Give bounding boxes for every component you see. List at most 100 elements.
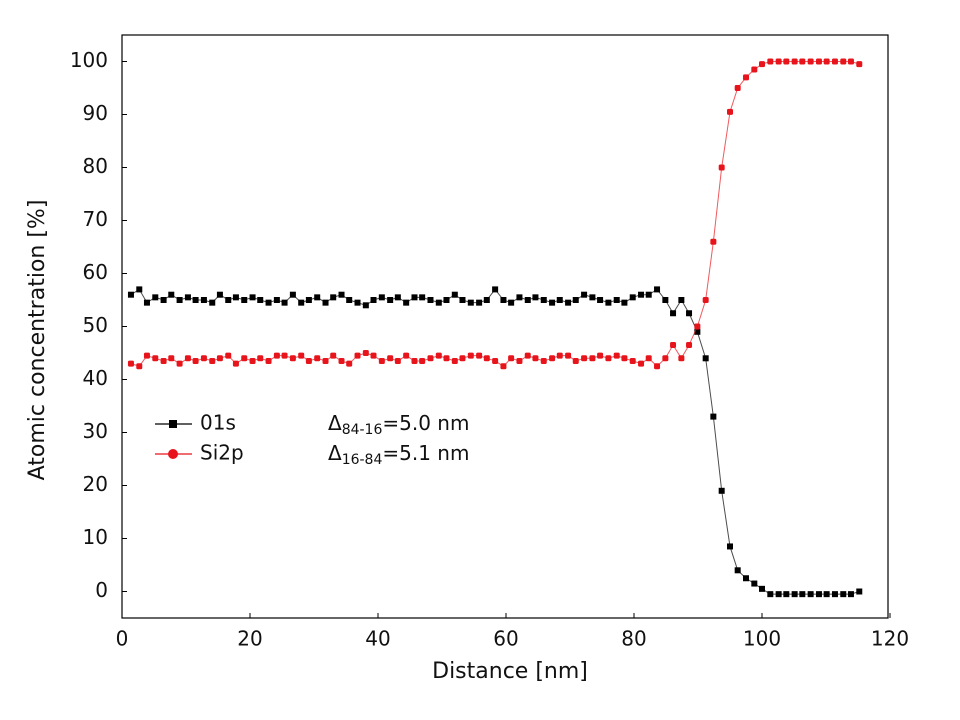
x-tick-label: 0 — [116, 627, 129, 651]
data-point — [775, 58, 782, 65]
data-point — [192, 357, 199, 364]
data-point — [298, 352, 305, 359]
data-point — [378, 357, 385, 364]
data-point — [743, 74, 749, 81]
data-point — [143, 299, 150, 306]
data-point — [823, 591, 830, 598]
data-point — [127, 291, 134, 298]
data-point — [265, 299, 272, 306]
data-point — [605, 355, 612, 362]
plot-frame — [121, 34, 889, 619]
data-point — [743, 575, 749, 582]
data-point — [265, 357, 272, 364]
data-point — [549, 355, 556, 362]
data-point — [346, 360, 353, 367]
data-point — [127, 360, 134, 367]
data-point — [411, 357, 418, 364]
data-point — [847, 58, 854, 65]
data-point — [289, 291, 296, 298]
data-point — [500, 297, 507, 303]
data-point — [273, 352, 280, 359]
data-point — [815, 591, 822, 598]
data-point — [289, 355, 296, 362]
data-point — [338, 291, 345, 298]
data-point — [362, 350, 369, 356]
data-point — [565, 352, 572, 359]
data-point — [678, 355, 685, 362]
data-point — [662, 297, 669, 303]
data-point — [354, 352, 361, 359]
data-point — [370, 352, 377, 359]
data-point — [200, 355, 207, 362]
data-point — [435, 299, 442, 306]
data-point — [791, 591, 798, 598]
data-point — [532, 294, 539, 301]
data-point — [654, 286, 661, 293]
data-point — [152, 294, 159, 301]
data-point — [734, 567, 741, 574]
data-point — [476, 299, 483, 306]
data-point — [192, 297, 199, 303]
data-point — [411, 294, 418, 301]
data-point — [483, 297, 490, 303]
x-axis-label: Distance [nm] — [432, 659, 588, 684]
data-point — [378, 294, 385, 301]
annotation-symbol: Δ — [328, 441, 342, 465]
data-point — [435, 352, 442, 359]
x-tick-label: 40 — [365, 627, 390, 651]
y-axis-label: Atomic concentration [%] — [25, 200, 50, 481]
data-point — [143, 352, 150, 359]
annotation-subscript: 16-84 — [342, 452, 383, 468]
data-point — [815, 58, 822, 65]
data-point — [492, 286, 499, 293]
x-tick-label: 20 — [237, 627, 262, 651]
data-point — [330, 352, 337, 359]
annotation-text: =5.1 nm — [382, 441, 469, 465]
data-point — [662, 355, 669, 362]
data-point — [565, 299, 572, 306]
y-tick-label: 100 — [70, 48, 108, 72]
data-point — [686, 342, 693, 349]
data-point — [225, 352, 232, 359]
data-point — [419, 357, 426, 364]
data-point — [629, 357, 636, 364]
y-tick-label: 10 — [83, 525, 108, 549]
data-point — [209, 357, 216, 364]
data-point — [136, 286, 143, 293]
data-point — [451, 291, 458, 298]
data-point — [427, 297, 434, 303]
data-point — [734, 85, 741, 91]
data-point — [160, 297, 167, 303]
data-point — [597, 297, 604, 303]
data-point — [840, 58, 847, 65]
data-point — [727, 543, 733, 550]
annotation-text: =5.0 nm — [382, 411, 469, 435]
y-tick-label: 0 — [95, 578, 108, 602]
data-point — [354, 299, 361, 306]
y-tick-label: 20 — [83, 472, 108, 496]
data-point — [184, 294, 191, 301]
annotation-symbol: Δ — [328, 411, 342, 435]
data-point — [459, 297, 466, 303]
data-point — [727, 108, 733, 115]
data-point — [330, 294, 337, 301]
data-point — [476, 352, 483, 359]
data-point — [314, 355, 321, 362]
data-point — [184, 355, 191, 362]
data-point — [322, 299, 329, 306]
data-point — [831, 58, 838, 65]
data-point — [654, 363, 661, 370]
data-point — [168, 291, 175, 298]
data-point — [710, 238, 717, 245]
data-point — [629, 294, 636, 301]
data-point — [459, 355, 466, 362]
data-point — [702, 355, 709, 362]
data-point — [370, 297, 377, 303]
data-point — [540, 297, 547, 303]
data-point — [387, 355, 394, 362]
data-point — [225, 297, 232, 303]
data-point — [783, 591, 790, 598]
data-point — [281, 299, 288, 306]
data-point — [508, 299, 515, 306]
